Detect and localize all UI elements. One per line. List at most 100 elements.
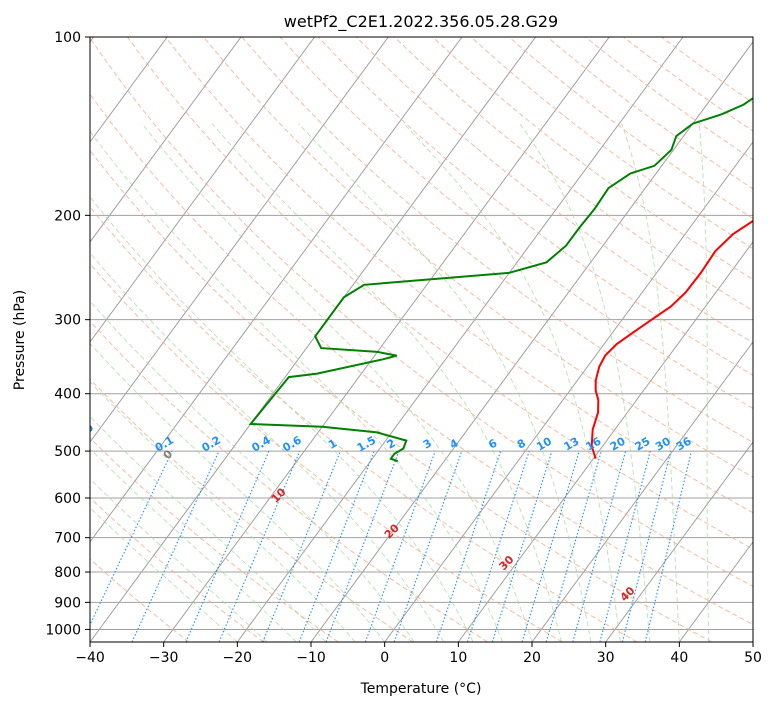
mixing-ratio-line — [621, 450, 672, 642]
dry-adiabat-line — [90, 37, 753, 587]
moist-adiabat-line — [90, 196, 474, 642]
isotherm-line — [90, 37, 168, 143]
mixing-ratio-line — [599, 450, 651, 642]
y-axis-label: Pressure (hPa) — [12, 290, 28, 390]
x-axis-label: Temperature (°C) — [360, 681, 482, 697]
isotherm-line — [236, 37, 684, 642]
x-tick-label: −20 — [223, 650, 253, 666]
isotherm-line — [457, 241, 753, 642]
y-tick-label: 700 — [54, 531, 81, 547]
dry-adiabat-line — [90, 437, 339, 642]
mixing-ratio-line — [364, 450, 436, 642]
series-layer — [248, 97, 753, 463]
moist-adiabat-line — [403, 123, 621, 642]
x-tick-label: −40 — [75, 650, 105, 666]
y-tick-label: 200 — [54, 208, 81, 224]
y-tick-label: 600 — [54, 491, 81, 507]
isotherm-line — [90, 37, 389, 443]
dry-adiabat-label: 20 — [382, 521, 402, 541]
x-axis-ticks: −40 −30 −20 −10 0 10 20 30 40 50 — [75, 642, 762, 666]
dry-adiabat-line — [432, 37, 753, 281]
dry-adiabat-line — [90, 263, 563, 642]
moist-adiabat-line — [90, 415, 327, 642]
y-tick-label: 500 — [54, 444, 81, 460]
mixing-ratio-line — [572, 450, 627, 642]
dry-adiabat-line — [661, 37, 753, 104]
moist-adiabat-line — [90, 447, 297, 642]
x-tick-label: 30 — [597, 650, 615, 666]
dry-adiabat-line — [90, 558, 190, 642]
chart-title: wetPf2_C2E1.2022.356.05.28.G29 — [284, 12, 558, 32]
isotherm-line — [310, 41, 753, 642]
moist-adiabat-line — [698, 123, 710, 642]
dry-adiabat-line — [317, 37, 753, 376]
x-tick-label: 0 — [380, 650, 389, 666]
isotherm-line — [605, 441, 753, 642]
x-tick-label: 10 — [449, 650, 467, 666]
moist-adiabat-line — [90, 130, 503, 642]
isotherm-line — [90, 37, 463, 543]
x-tick-label: 50 — [744, 650, 762, 666]
mixing-ratio-line — [325, 450, 400, 642]
moist-adiabat-line — [90, 381, 356, 642]
mixing-ratio-label: 1 — [326, 437, 339, 452]
x-tick-label: −10 — [296, 650, 326, 666]
isotherm-line — [90, 37, 537, 642]
moist-adiabat-line — [141, 123, 533, 642]
mixing-ratio-line — [466, 450, 530, 642]
moist-adiabat-line — [90, 507, 238, 642]
dry-adiabat-line — [90, 206, 638, 642]
x-tick-label: −30 — [149, 650, 179, 666]
dry-adiabat-line — [90, 378, 414, 642]
dry-adiabat-line — [90, 497, 264, 642]
mixing-ratio-line — [298, 450, 375, 642]
y-tick-label: 300 — [54, 313, 81, 329]
y-axis-ticks: 1000 900 800 700 600 500 400 300 200 100 — [45, 30, 90, 638]
mixing-ratio-line — [393, 450, 463, 642]
sounding-line — [248, 97, 753, 463]
dry-adiabat-label: 40 — [618, 584, 638, 604]
moist-adiabat-line — [519, 123, 651, 642]
dry-adiabat-line — [394, 37, 753, 312]
y-tick-label: 400 — [54, 387, 81, 403]
moist-adiabat-line — [90, 300, 415, 642]
isotherm-line — [163, 37, 610, 642]
mixing-ratio-label: 4 — [447, 436, 460, 451]
isotherm-line — [90, 37, 316, 343]
y-tick-label: 900 — [54, 595, 81, 611]
y-tick-label: 100 — [54, 30, 81, 46]
x-tick-label: 20 — [523, 650, 541, 666]
y-tick-label: 1000 — [45, 622, 81, 638]
moist-adiabat-line — [298, 123, 592, 642]
moist-adiabat-line — [90, 342, 386, 642]
moist-adiabat-line — [621, 123, 680, 642]
mixing-ratio-line — [262, 450, 341, 642]
moist-adiabat-line — [90, 478, 268, 642]
grid-layer — [90, 37, 753, 642]
dry-adiabat-label: 10 — [269, 485, 289, 505]
x-tick-label: 40 — [670, 650, 688, 666]
mixing-ratio-line — [435, 450, 502, 642]
moist-adiabat-line — [211, 123, 562, 642]
plot-frame — [89, 36, 754, 643]
dry-adiabat-line — [279, 37, 753, 410]
isotherm-line — [90, 37, 242, 243]
mixing-ratio-line — [545, 450, 602, 642]
mixing-ratio-line — [90, 450, 173, 626]
dry-adiabat-line — [127, 37, 753, 550]
mixing-ratio-line — [644, 450, 693, 642]
isotherm-line — [531, 341, 753, 642]
dry-adiabat-line — [90, 149, 712, 642]
isotherm-line — [384, 141, 753, 642]
moist-adiabat-line — [90, 252, 445, 642]
dry-adiabat-label: -10 — [73, 421, 96, 444]
dry-adiabat-line — [546, 37, 753, 190]
mixing-ratio-line — [491, 450, 553, 642]
dry-adiabat-line — [90, 320, 488, 642]
isotherm-line — [752, 641, 753, 642]
sounding-line — [590, 219, 753, 459]
y-tick-label: 800 — [54, 565, 81, 581]
mixing-ratio-label: 6 — [486, 436, 499, 451]
dry-adiabat-line — [90, 93, 753, 626]
